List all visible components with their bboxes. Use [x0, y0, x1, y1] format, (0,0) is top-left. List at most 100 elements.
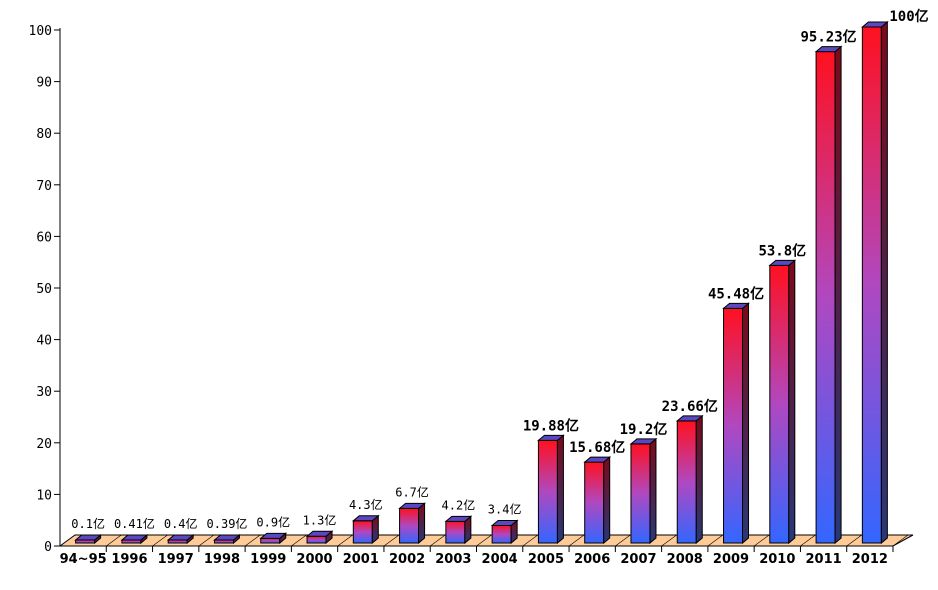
floor-divider [800, 534, 816, 547]
bar-top [768, 259, 797, 266]
bar-side [880, 20, 888, 545]
bar-side [834, 45, 842, 545]
x-tick-label: 2000 [296, 552, 332, 567]
x-tick-label: 2007 [620, 552, 656, 567]
bar-side [418, 502, 426, 545]
x-tick-label: 2005 [528, 552, 564, 567]
floor-divider [152, 534, 168, 547]
floor-divider [430, 534, 446, 547]
bar-top [398, 502, 426, 509]
bar-front [723, 307, 744, 544]
y-tick-label: 40 [36, 334, 52, 349]
x-tick-label: 2001 [343, 552, 379, 567]
bar: 45.48亿 [708, 285, 764, 545]
bar-front [491, 524, 512, 544]
bar: 1.3亿 [303, 512, 337, 545]
bar-top [351, 515, 380, 522]
x-tick-label: 1998 [204, 552, 240, 567]
bar: 6.7亿 [395, 484, 429, 545]
bar-front [861, 26, 882, 544]
bar-top [675, 415, 704, 422]
bar: 15.68亿 [569, 439, 625, 545]
x-tick-label: 2006 [574, 552, 610, 567]
y-tick-label: 50 [36, 282, 52, 297]
bar-top [120, 534, 149, 541]
bar: 4.3亿 [349, 497, 383, 545]
bar-front [815, 51, 836, 544]
bar-side [695, 414, 703, 545]
bar-front [630, 443, 651, 544]
y-tick-label: 60 [36, 230, 52, 245]
y-tick-label: 30 [36, 385, 52, 400]
floor-divider [383, 534, 400, 547]
data-label: 100亿 [889, 8, 928, 25]
floor-divider [568, 534, 585, 547]
bar-front [306, 535, 327, 544]
floor-divider [753, 534, 770, 547]
floor-divider [244, 534, 261, 547]
data-label: 0.41亿 [114, 516, 155, 531]
x-tick-label: 2012 [852, 552, 888, 567]
bar: 4.2亿 [442, 497, 476, 545]
bar-top [629, 438, 658, 445]
bar-top [305, 530, 334, 537]
y-tick-label: 100 [29, 24, 52, 39]
floor-divider [198, 534, 215, 547]
bar-front [399, 507, 420, 544]
x-tick-label: 94~95 [60, 552, 107, 567]
bar-side [742, 302, 750, 545]
bar-side [603, 456, 611, 545]
bar: 19.2亿 [620, 421, 668, 545]
data-label: 0.4亿 [164, 516, 198, 531]
data-label: 15.68亿 [569, 439, 625, 456]
floor-divider [892, 534, 909, 547]
floor-divider [615, 534, 631, 547]
y-tick-label: 70 [36, 179, 52, 194]
bar: 3.4亿 [488, 501, 521, 545]
y-tick-label: 90 [36, 76, 52, 91]
bar-top [74, 534, 103, 541]
bar-top [814, 46, 843, 53]
floor-divider [846, 534, 862, 547]
data-label: 19.88亿 [523, 417, 579, 434]
bar-top [860, 21, 889, 28]
y-axis: 0 10 20 30 40 50 60 70 80 90 100 94~95 1996 1997 1998 1… [29, 24, 894, 567]
y-tick-label: 20 [36, 437, 52, 452]
x-tick-label: 2004 [482, 552, 518, 567]
bar-side [556, 434, 564, 545]
bar-top [722, 302, 750, 309]
data-label: 45.48亿 [708, 285, 764, 302]
bar-front [584, 461, 605, 544]
bar: 23.66亿 [662, 398, 718, 545]
data-label: 4.3亿 [349, 497, 383, 512]
y-tick-label: 0 [44, 540, 52, 555]
bar-side [649, 437, 657, 545]
x-tick-label: 2010 [759, 552, 795, 567]
bar-top [259, 532, 288, 539]
x-tick-label: 1999 [250, 552, 286, 567]
bar-front [352, 520, 373, 544]
data-label: 1.3亿 [303, 512, 337, 527]
x-tick-label: 1997 [158, 552, 194, 567]
floor-divider [291, 534, 307, 547]
bar: 53.8亿 [758, 242, 806, 545]
x-tick-label: 2003 [435, 552, 471, 567]
data-label: 53.8亿 [758, 242, 806, 259]
bar: 0.4亿 [164, 516, 198, 545]
bar: 95.23亿 [801, 29, 857, 545]
x-tick-label: 2011 [805, 552, 841, 567]
data-label: 19.2亿 [620, 421, 668, 438]
data-label: 4.2亿 [442, 497, 476, 512]
bar: 0.9亿 [256, 514, 290, 545]
bar-top [537, 434, 565, 441]
x-tick-label: 2009 [713, 552, 749, 567]
bar: 0.39亿 [207, 516, 247, 545]
bar-front [676, 420, 697, 544]
bar-top [444, 515, 473, 522]
bar-front [537, 439, 558, 544]
y-tick-label: 10 [36, 488, 52, 503]
bar: 0.41亿 [114, 516, 155, 545]
data-label: 6.7亿 [395, 484, 429, 499]
bar-front [445, 520, 466, 544]
